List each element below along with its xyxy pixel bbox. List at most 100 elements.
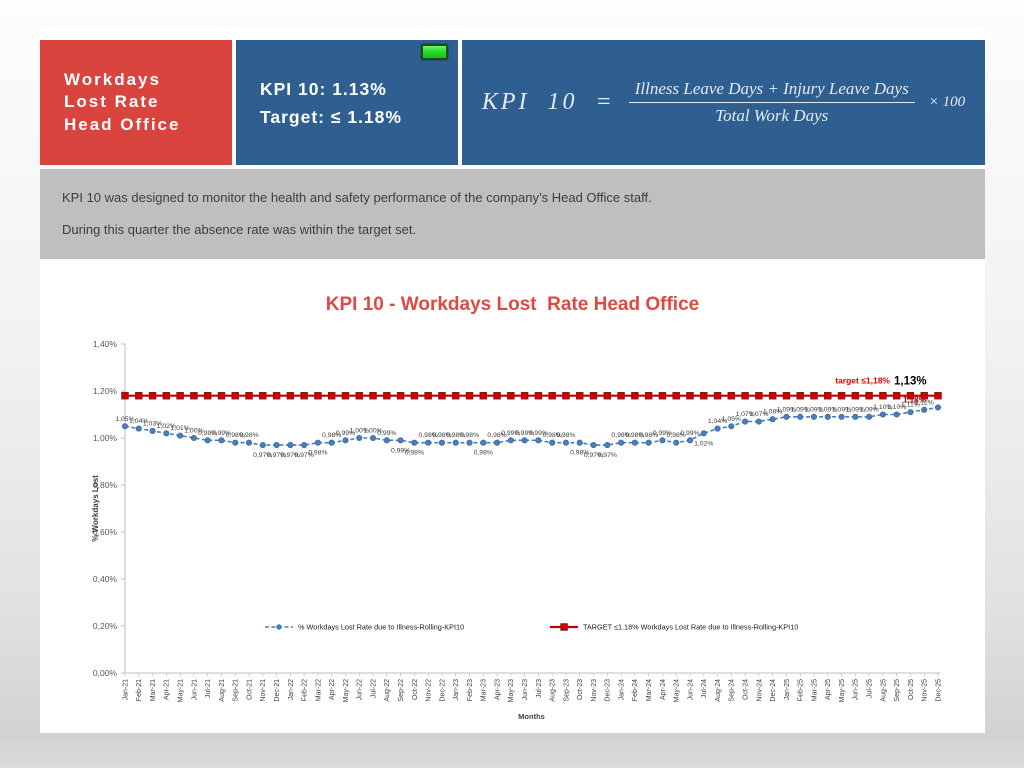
svg-text:Oct-24: Oct-24: [742, 679, 749, 700]
svg-text:1,09%: 1,09%: [818, 406, 837, 413]
svg-text:0,97%: 0,97%: [598, 452, 617, 459]
svg-text:1,11%: 1,11%: [901, 402, 920, 409]
svg-text:Jan-23: Jan-23: [453, 679, 460, 701]
kpi-current-value: KPI 10: 1.13%: [260, 78, 387, 99]
svg-text:Apr-21: Apr-21: [164, 679, 171, 700]
svg-text:1,03%: 1,03%: [143, 420, 162, 427]
kpi-title-line: Head Office: [64, 114, 181, 134]
svg-text:Feb-21: Feb-21: [136, 679, 143, 701]
svg-text:Jun-24: Jun-24: [687, 679, 694, 701]
kpi-title-text: Workdays Lost Rate Head Office: [40, 69, 180, 135]
svg-text:0,98%: 0,98%: [556, 432, 575, 439]
svg-text:0,60%: 0,60%: [93, 527, 118, 537]
svg-text:0,00%: 0,00%: [93, 668, 118, 678]
svg-text:1,10%: 1,10%: [873, 404, 892, 411]
formula-multiplier: × 100: [928, 94, 966, 110]
svg-text:Mar-23: Mar-23: [481, 679, 488, 701]
svg-text:0,98%: 0,98%: [432, 432, 451, 439]
svg-text:0,99%: 0,99%: [501, 430, 520, 437]
svg-text:0,99%: 0,99%: [391, 447, 410, 454]
svg-text:Dec-24: Dec-24: [770, 679, 777, 702]
kpi-value-text: KPI 10: 1.13% Target: ≤ 1.18%: [236, 75, 402, 131]
svg-text:0,97%: 0,97%: [267, 452, 286, 459]
svg-text:1,04%: 1,04%: [708, 418, 727, 425]
svg-text:0,98%: 0,98%: [667, 432, 686, 439]
svg-text:1,05%: 1,05%: [115, 416, 134, 423]
svg-text:Mar-25: Mar-25: [811, 679, 818, 701]
svg-text:1,09%: 1,09%: [846, 406, 865, 413]
svg-text:May-23: May-23: [508, 679, 515, 702]
svg-text:Nov-24: Nov-24: [756, 679, 763, 702]
svg-text:0,98%: 0,98%: [419, 432, 438, 439]
svg-text:1,18%: 1,18%: [903, 396, 926, 405]
svg-text:May-25: May-25: [839, 679, 846, 702]
svg-text:1,05%: 1,05%: [722, 416, 741, 423]
svg-text:May-24: May-24: [674, 679, 681, 702]
svg-text:0,98%: 0,98%: [239, 432, 258, 439]
kpi-title-line: Workdays: [64, 70, 161, 90]
svg-text:0,98%: 0,98%: [625, 432, 644, 439]
formula-numerator: Illness Leave Days + Injury Leave Days: [634, 79, 909, 98]
svg-text:1,02%: 1,02%: [157, 423, 176, 430]
svg-text:0,99%: 0,99%: [198, 430, 217, 437]
svg-text:Dec-25: Dec-25: [935, 679, 942, 702]
svg-text:target ≤1,18%: target ≤1,18%: [835, 376, 890, 386]
svg-text:Feb-23: Feb-23: [467, 679, 474, 701]
svg-text:1,13%: 1,13%: [894, 376, 927, 388]
svg-text:1,08%: 1,08%: [763, 409, 782, 416]
svg-text:1,09%: 1,09%: [777, 406, 796, 413]
svg-text:1,09%: 1,09%: [832, 406, 851, 413]
svg-text:0,99%: 0,99%: [653, 430, 672, 437]
svg-text:Jan-24: Jan-24: [618, 679, 625, 701]
svg-text:1,09%: 1,09%: [859, 406, 878, 413]
svg-text:Jan-21: Jan-21: [122, 679, 129, 701]
svg-text:May-21: May-21: [178, 679, 185, 702]
chart-container: 0,00% 0,20% 0,40% 0,60% 0,80% 1,00% 1,20% 1,40%…: [60, 330, 960, 725]
kpi-target-value: Target: ≤ 1.18%: [260, 106, 402, 127]
kpi-description-line: During this quarter the absence rate was…: [62, 222, 417, 237]
svg-text:Aug-24: Aug-24: [715, 679, 722, 702]
svg-text:Oct-25: Oct-25: [908, 679, 915, 700]
svg-text:Dec-21: Dec-21: [274, 679, 281, 702]
svg-text:0,40%: 0,40%: [93, 574, 118, 584]
svg-text:Jul-24: Jul-24: [701, 679, 708, 698]
svg-text:1,07%: 1,07%: [749, 411, 768, 418]
svg-text:1,20%: 1,20%: [93, 386, 118, 396]
svg-text:0,98%: 0,98%: [543, 432, 562, 439]
svg-text:0,97%: 0,97%: [281, 452, 300, 459]
svg-text:Jul-22: Jul-22: [370, 679, 377, 698]
formula-denominator: Total Work Days: [628, 102, 915, 126]
svg-text:Dec-23: Dec-23: [605, 679, 612, 702]
svg-text:Sep-23: Sep-23: [563, 679, 570, 702]
kpi-value-tile: KPI 10: 1.13% Target: ≤ 1.18%: [236, 40, 458, 165]
svg-text:Feb-22: Feb-22: [302, 679, 309, 701]
svg-text:Aug-25: Aug-25: [880, 679, 887, 702]
svg-text:Apr-25: Apr-25: [825, 679, 832, 700]
svg-text:0,99%: 0,99%: [336, 430, 355, 437]
svg-text:0,99%: 0,99%: [377, 430, 396, 437]
svg-text:1,10%: 1,10%: [887, 404, 906, 411]
svg-text:Apr-24: Apr-24: [660, 679, 667, 700]
svg-text:1,00%: 1,00%: [350, 428, 369, 435]
svg-text:Sep-22: Sep-22: [398, 679, 405, 702]
svg-text:Nov-23: Nov-23: [591, 679, 598, 702]
svg-text:0,99%: 0,99%: [515, 430, 534, 437]
svg-text:1,00%: 1,00%: [184, 428, 203, 435]
dashboard-card: Workdays Lost Rate Head Office KPI 10: 1…: [40, 28, 985, 733]
svg-text:Mar-22: Mar-22: [315, 679, 322, 701]
svg-text:Jun-25: Jun-25: [853, 679, 860, 701]
svg-text:Nov-21: Nov-21: [260, 679, 267, 702]
status-green-indicator-icon: [421, 44, 448, 60]
svg-text:0,99%: 0,99%: [212, 430, 231, 437]
svg-text:Feb-24: Feb-24: [632, 679, 639, 701]
kpi-chart: 0,00% 0,20% 0,40% 0,60% 0,80% 1,00% 1,20% 1,40%…: [91, 339, 942, 721]
svg-text:1,01%: 1,01%: [170, 425, 189, 432]
svg-text:Mar-21: Mar-21: [150, 679, 157, 701]
chart-title: KPI 10 - Workdays Lost Rate Head Office: [325, 294, 700, 315]
svg-text:Jan-22: Jan-22: [288, 679, 295, 701]
svg-text:0,98%: 0,98%: [570, 450, 589, 457]
svg-text:Sep-25: Sep-25: [894, 679, 901, 702]
svg-text:0,98%: 0,98%: [474, 450, 493, 457]
svg-text:0,80%: 0,80%: [93, 480, 118, 490]
